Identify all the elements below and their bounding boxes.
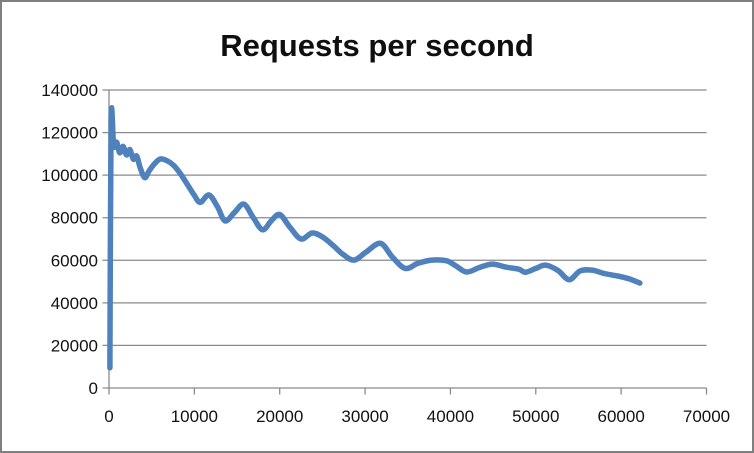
x-tick-label: 40000 (427, 407, 474, 426)
y-tick-label: 20000 (51, 336, 98, 355)
y-tick-label: 100000 (41, 166, 98, 185)
y-tick-label: 40000 (51, 294, 98, 313)
y-tick-label: 0 (89, 379, 98, 398)
x-tick-label: 0 (104, 407, 113, 426)
x-axis-labels: 0 10000 20000 30000 40000 50000 60000 70000 (104, 407, 730, 426)
x-tick-label: 30000 (341, 407, 388, 426)
axes (102, 89, 708, 395)
x-tick-label: 20000 (256, 407, 303, 426)
x-tick-label: 10000 (171, 407, 218, 426)
y-axis-labels: 0 20000 40000 60000 80000 100000 120000 140000 (41, 81, 98, 398)
y-tick-label: 120000 (41, 124, 98, 143)
y-tick-label: 140000 (41, 81, 98, 100)
chart-title: Requests per second (220, 28, 534, 63)
y-tick-label: 80000 (51, 209, 98, 228)
requests-series-line (107, 105, 643, 371)
gridlines (102, 89, 707, 347)
x-tick-label: 50000 (512, 407, 559, 426)
x-tick-label: 60000 (598, 407, 645, 426)
x-tick-label: 70000 (683, 407, 730, 426)
y-tick-label: 60000 (51, 251, 98, 270)
